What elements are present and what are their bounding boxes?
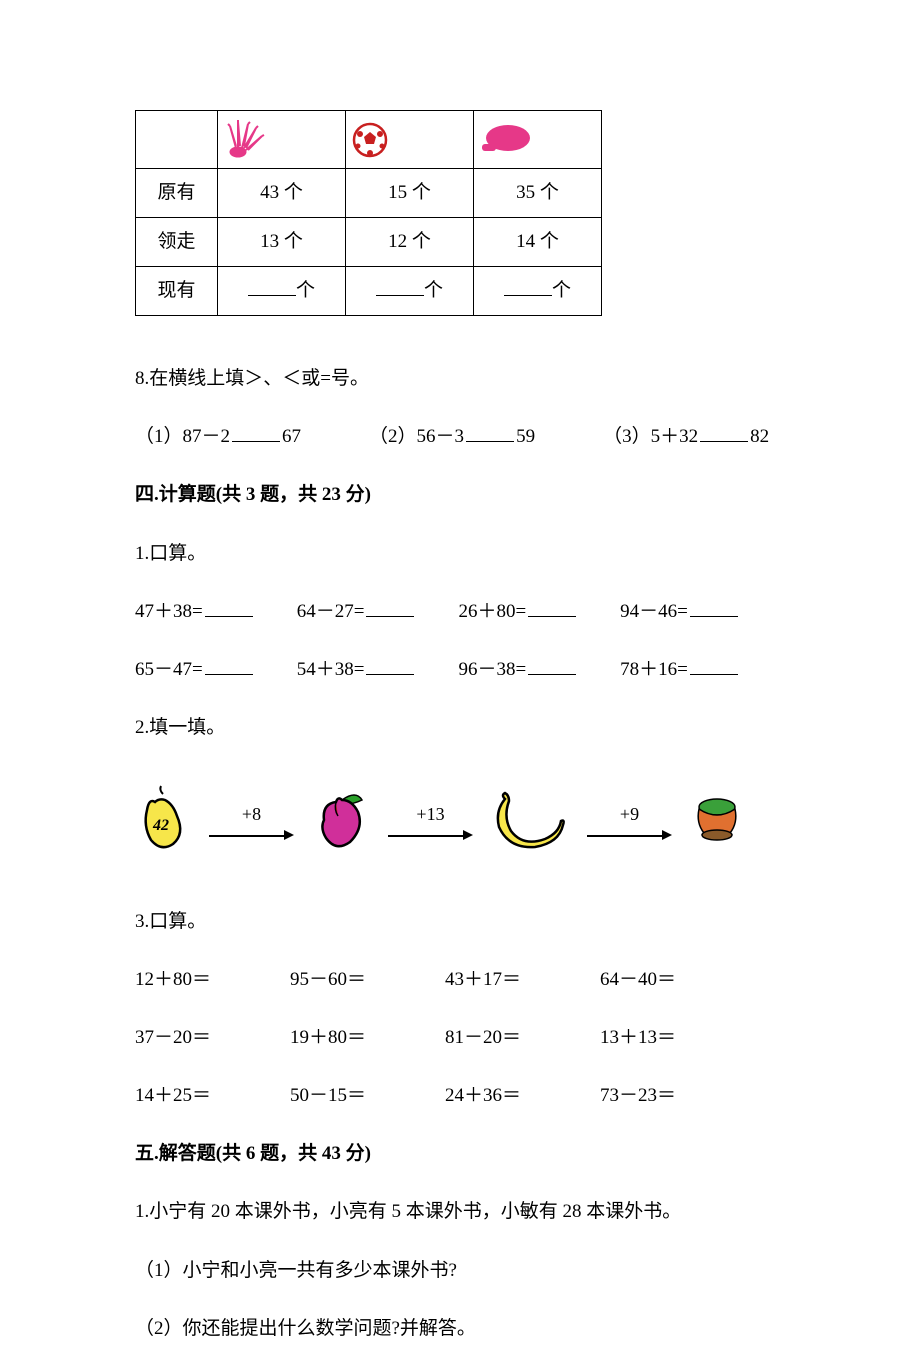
- shuttlecock-icon: [218, 111, 346, 169]
- s4q1-row2: 65－47= 54＋38= 96－38= 78＋16=: [135, 652, 790, 688]
- calc-item: 12＋80＝: [135, 962, 290, 998]
- arrow-icon: [209, 829, 294, 841]
- calc-item: 95－60＝: [290, 962, 445, 998]
- calc-item: 81－20＝: [445, 1020, 600, 1056]
- banana-icon: [491, 789, 569, 849]
- q8-part-3: （3）5＋3282: [603, 419, 769, 455]
- fill-blank[interactable]: [690, 656, 738, 675]
- inventory-table: 原有 43 个 15 个 35 个 领走 13 个 12 个 14 个 现有 个…: [135, 110, 602, 316]
- fill-blank[interactable]: [205, 598, 253, 617]
- s4q1-prompt: 1.口算。: [135, 536, 790, 572]
- fill-blank[interactable]: [700, 423, 748, 442]
- arrow-op-1: +8: [209, 797, 294, 841]
- q8-parts: （1）87－267 （2）56－359 （3）5＋3282: [135, 419, 790, 455]
- calc-item: 43＋17＝: [445, 962, 600, 998]
- section4-header: 四.计算题(共 3 题，共 23 分): [135, 477, 790, 513]
- s5q1-sub1: （1）小宁和小亮一共有多少本课外书?: [135, 1253, 790, 1289]
- calc-chain: 42 +8 +13 +9: [135, 784, 790, 854]
- fill-blank[interactable]: [366, 598, 414, 617]
- fill-blank[interactable]: [466, 423, 514, 442]
- fill-blank[interactable]: [504, 277, 552, 296]
- pear-icon: 42: [135, 784, 191, 854]
- fill-blank[interactable]: [248, 277, 296, 296]
- cell-original-1: 43 个: [218, 169, 346, 218]
- table-header-empty: [136, 111, 218, 169]
- pot-icon: [690, 795, 744, 843]
- paddle-icon: [474, 111, 602, 169]
- q8-part-1: （1）87－267: [135, 419, 301, 455]
- q8-part-2: （2）56－359: [369, 419, 535, 455]
- cell-taken-2: 12 个: [346, 218, 474, 267]
- arrow-op-2: +13: [388, 797, 473, 841]
- cell-now-3: 个: [474, 267, 602, 316]
- s4q3-prompt: 3.口算。: [135, 904, 790, 940]
- s4q2-prompt: 2.填一填。: [135, 710, 790, 746]
- cell-taken-1: 13 个: [218, 218, 346, 267]
- calc-item: 19＋80＝: [290, 1020, 445, 1056]
- calc-item: 64－40＝: [600, 962, 755, 998]
- fill-blank[interactable]: [690, 598, 738, 617]
- q8-prompt: 8.在横线上填＞、＜或=号。: [135, 361, 790, 397]
- row-label: 原有: [136, 169, 218, 218]
- s4q3-grid: 12＋80＝ 95－60＝ 43＋17＝ 64－40＝ 37－20＝ 19＋80…: [135, 962, 790, 1114]
- calc-item: 37－20＝: [135, 1020, 290, 1056]
- calc-item: 14＋25＝: [135, 1078, 290, 1114]
- s5q1-prompt: 1.小宁有 20 本课外书，小亮有 5 本课外书，小敏有 28 本课外书。: [135, 1194, 790, 1230]
- calc-item: 24＋36＝: [445, 1078, 600, 1114]
- cell-now-1: 个: [218, 267, 346, 316]
- cell-now-2: 个: [346, 267, 474, 316]
- cell-taken-3: 14 个: [474, 218, 602, 267]
- peach-icon: [312, 786, 370, 852]
- cell-original-3: 35 个: [474, 169, 602, 218]
- calc-item: 73－23＝: [600, 1078, 755, 1114]
- arrow-icon: [587, 829, 672, 841]
- calc-item: 50－15＝: [290, 1078, 445, 1114]
- s4q1-row1: 47＋38= 64－27= 26＋80= 94－46=: [135, 594, 790, 630]
- fill-blank[interactable]: [528, 656, 576, 675]
- fill-blank[interactable]: [376, 277, 424, 296]
- fill-blank[interactable]: [205, 656, 253, 675]
- row-label: 领走: [136, 218, 218, 267]
- fill-blank[interactable]: [528, 598, 576, 617]
- cell-original-2: 15 个: [346, 169, 474, 218]
- svg-text:42: 42: [152, 817, 169, 834]
- row-label: 现有: [136, 267, 218, 316]
- arrow-icon: [388, 829, 473, 841]
- section5-header: 五.解答题(共 6 题，共 43 分): [135, 1136, 790, 1172]
- arrow-op-3: +9: [587, 797, 672, 841]
- soccer-icon: [346, 111, 474, 169]
- s5q1-sub2: （2）你还能提出什么数学问题?并解答。: [135, 1311, 790, 1347]
- fill-blank[interactable]: [232, 423, 280, 442]
- fill-blank[interactable]: [366, 656, 414, 675]
- calc-item: 13＋13＝: [600, 1020, 755, 1056]
